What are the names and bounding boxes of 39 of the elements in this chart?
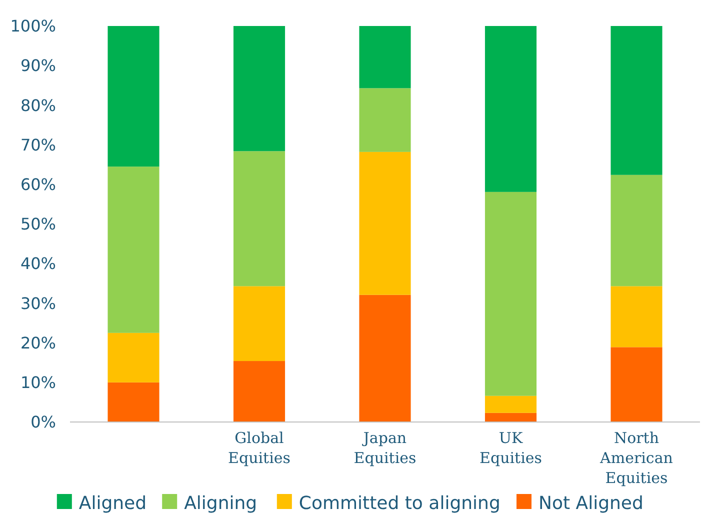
bar: [610, 174, 662, 286]
bar: [359, 152, 411, 295]
bar: [108, 332, 160, 382]
bar: [233, 151, 286, 286]
y-tick-label: 20%: [20, 333, 56, 352]
y-tick-label: 30%: [20, 294, 56, 313]
bar: [610, 26, 662, 175]
legend-label: Aligning: [184, 493, 258, 514]
bar: [484, 26, 537, 192]
y-tick-label: 70%: [20, 135, 56, 154]
bar: [484, 192, 537, 396]
y-tick-label: 10%: [20, 373, 56, 392]
bar: [484, 396, 537, 413]
y-tick-label: 60%: [20, 175, 56, 194]
bar: [359, 26, 411, 88]
y-tick-label: 100%: [10, 16, 56, 36]
x-tick-label: Global Equities: [228, 429, 290, 467]
bar: [610, 286, 662, 348]
bar: [484, 412, 537, 422]
bar: [359, 294, 411, 422]
bar: [610, 347, 662, 422]
bar: [108, 382, 160, 422]
y-tick-label: 0%: [30, 412, 56, 432]
y-tick-label: 50%: [20, 214, 56, 234]
bar: [359, 88, 411, 152]
y-tick-label: 40%: [20, 254, 56, 274]
bar: [233, 361, 286, 422]
bar: [108, 166, 160, 333]
x-tick-label: North American Equities: [599, 429, 674, 487]
legend-label: Committed to aligning: [298, 493, 500, 514]
x-tick-label: Japan Equities: [354, 429, 416, 467]
y-tick-label: 90%: [20, 56, 56, 76]
bar: [233, 26, 286, 152]
y-tick-label: 80%: [20, 96, 56, 115]
x-tick-label: UK Equities: [480, 429, 542, 467]
legend-label: Aligned: [78, 493, 147, 514]
bar: [233, 286, 286, 362]
bar: [108, 26, 160, 167]
legend-label: Not Aligned: [538, 493, 644, 514]
